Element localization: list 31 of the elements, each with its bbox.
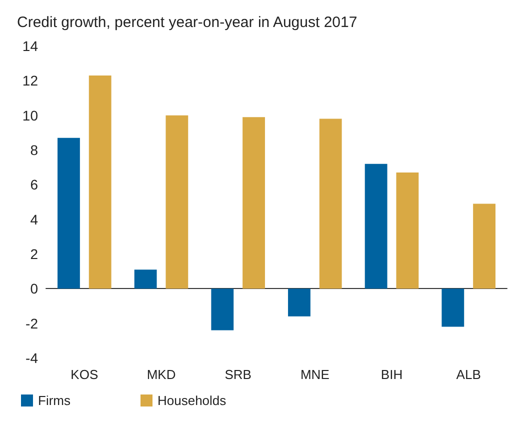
y-tick-label: 12 (22, 72, 38, 89)
x-tick-label: BIH (380, 367, 403, 382)
y-tick-label: 4 (30, 211, 38, 228)
x-tick-label: SRB (224, 367, 252, 382)
x-tick-label: MKD (146, 367, 176, 382)
x-tick-label: ALB (456, 367, 481, 382)
bar (396, 172, 419, 289)
y-tick-label: 8 (30, 142, 38, 158)
bar (242, 117, 265, 289)
bar (364, 164, 388, 289)
legend-label: Firms (38, 393, 71, 408)
chart-title: Credit growth, percent year-on-year in August 2017 (17, 14, 358, 31)
y-tick-label: 10 (22, 107, 38, 124)
y-tick-label: 2 (30, 246, 38, 262)
y-tick-label: 0 (30, 280, 38, 297)
bar (166, 115, 188, 289)
bar (473, 204, 496, 289)
bar (58, 138, 80, 289)
y-tick-label: 14 (22, 38, 38, 54)
y-tick-label: 6 (30, 176, 38, 193)
y-tick-label: -2 (26, 315, 38, 332)
bar (319, 118, 342, 289)
bar (288, 288, 310, 316)
bar (88, 75, 112, 289)
bar (134, 270, 157, 289)
y-tick-label: -4 (26, 350, 38, 366)
bar (442, 288, 464, 327)
x-tick-label: MNE (300, 367, 330, 382)
bar (211, 288, 234, 330)
legend-label: Households (157, 393, 227, 408)
x-tick-label: KOS (70, 367, 98, 382)
